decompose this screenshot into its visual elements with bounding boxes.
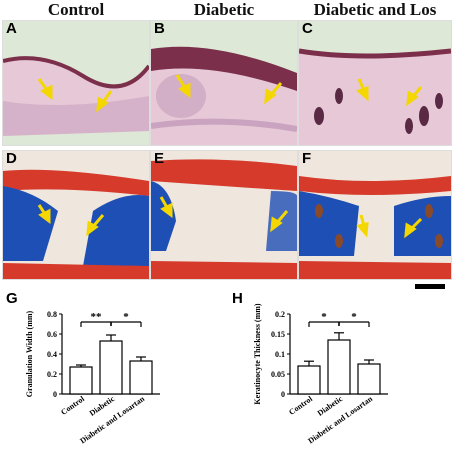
x-tick-label: Control xyxy=(59,394,87,417)
column-title-diabetic: Diabetic xyxy=(193,0,255,19)
y-tick-label: 0.8 xyxy=(47,310,57,319)
arrow-icon xyxy=(356,214,369,238)
chart-label-h: H xyxy=(232,290,243,307)
bar xyxy=(69,366,93,395)
significance-marker: ** xyxy=(91,311,103,323)
micrograph-he-control xyxy=(2,20,150,146)
y-tick-label: 0.6 xyxy=(47,330,57,339)
bar xyxy=(297,365,321,395)
panel-label-b: B xyxy=(154,20,165,37)
arrow-icon xyxy=(96,90,113,113)
significance-marker: * xyxy=(351,311,357,323)
bar xyxy=(357,363,381,395)
panel-label-c: C xyxy=(302,20,313,37)
bar xyxy=(99,340,123,395)
scale-bar xyxy=(415,284,445,289)
micrograph-trichrome-diabetic-los xyxy=(298,150,452,280)
arrow-icon xyxy=(356,78,369,102)
panel-label-e: E xyxy=(154,150,165,167)
arrow-icon xyxy=(37,204,51,224)
column-title-diabetic-los: Diabetic and Los xyxy=(313,0,437,19)
arrow-icon xyxy=(159,196,173,218)
y-tick-label: 0.15 xyxy=(271,330,285,339)
arrow-icon xyxy=(406,86,423,107)
y-tick-label: 0.2 xyxy=(275,310,285,319)
x-tick-label: Control xyxy=(287,394,315,417)
chart-granulation-width: 0 0.2 0.4 0.6 0.8 Granulation Width (mm) Contr… xyxy=(25,310,160,445)
chart-label-g: G xyxy=(6,290,18,307)
bar xyxy=(129,360,153,395)
micrograph-trichrome-control xyxy=(2,150,150,280)
chart-keratinocyte-thickness: 0 0.05 0.1 0.15 0.2 Keratinocyte Thickness (m… xyxy=(253,303,388,445)
panel-label-a: A xyxy=(6,20,17,37)
significance-marker: * xyxy=(321,311,327,323)
arrow-icon xyxy=(37,78,53,100)
micrograph-he-diabetic xyxy=(150,20,298,146)
bar xyxy=(327,339,351,395)
arrow-icon xyxy=(175,74,191,98)
y-tick-label: 0.1 xyxy=(275,350,285,359)
y-axis-label: Granulation Width (mm) xyxy=(25,310,34,397)
panel-label-f: F xyxy=(302,150,312,167)
micrograph-he-diabetic-los xyxy=(298,20,452,146)
y-tick-label: 0 xyxy=(281,390,285,399)
arrow-icon xyxy=(86,214,105,237)
arrow-icon xyxy=(264,82,283,105)
y-tick-label: 0.4 xyxy=(47,350,57,359)
micrograph-trichrome-diabetic xyxy=(150,150,298,280)
significance-marker: * xyxy=(123,311,129,323)
column-title-control: Control xyxy=(47,0,105,19)
y-axis-label: Keratinocyte Thickness (mm) xyxy=(253,303,262,405)
arrow-icon xyxy=(404,217,423,239)
y-tick-label: 0.2 xyxy=(47,370,57,379)
panel-label-d: D xyxy=(6,150,17,167)
y-tick-label: 0 xyxy=(53,390,57,399)
y-tick-label: 0.05 xyxy=(271,370,285,379)
arrow-icon xyxy=(270,210,289,233)
